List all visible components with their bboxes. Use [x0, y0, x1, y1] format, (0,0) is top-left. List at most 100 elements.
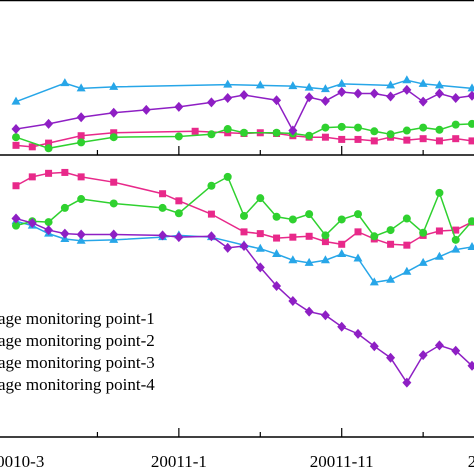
lower-series-2-point — [240, 228, 248, 236]
lower-series-2-point — [61, 168, 69, 176]
upper-series-1-point — [109, 81, 119, 90]
upper-series-3 — [12, 119, 474, 153]
upper-series-2-point — [468, 137, 474, 145]
lower-series-3-point — [435, 188, 444, 197]
upper-series-3-point — [207, 130, 216, 139]
lower-series-3-point — [109, 199, 118, 208]
upper-series-2-point — [403, 136, 411, 144]
upper-series-1-point — [304, 82, 314, 91]
lower-series-3-point — [12, 221, 20, 230]
upper-series-3-point — [174, 132, 183, 141]
lower-series-3-point — [402, 214, 411, 223]
upper-series-1-point — [255, 80, 265, 89]
upper-series-1-point — [386, 80, 396, 89]
upper-series-3-point — [435, 125, 444, 134]
upper-series-4-point — [223, 92, 233, 103]
lower-series-3-point — [386, 226, 395, 235]
upper-series-3-point — [240, 128, 248, 137]
upper-series-4-point — [206, 97, 216, 108]
lower-series-2-point — [207, 210, 215, 218]
lower-series-4-point — [60, 228, 70, 239]
upper-series-1-point — [11, 96, 21, 105]
lower-panel-plot — [11, 168, 474, 388]
lower-series-2-point — [159, 190, 167, 198]
lower-series-2-point — [45, 169, 53, 177]
lower-series-3-point — [419, 228, 428, 237]
upper-series-1-point — [288, 81, 298, 90]
lower-series-3-point — [337, 215, 346, 224]
lower-series-4-point — [320, 310, 330, 321]
lower-series-4-point — [451, 345, 461, 356]
lower-series-1-point — [353, 253, 363, 262]
lower-series-3-point — [272, 212, 281, 221]
upper-series-3-point — [77, 138, 86, 147]
upper-series-3-point — [402, 126, 411, 135]
lower-series-1-point — [320, 255, 330, 264]
upper-series-2-point — [191, 127, 199, 135]
lower-series-2-point — [77, 173, 85, 181]
lower-series-4-point — [174, 232, 184, 243]
lower-series-4-point — [337, 321, 347, 332]
upper-series-1-point — [76, 83, 86, 92]
lower-series-2-point — [305, 232, 313, 240]
lower-series-3-point — [451, 235, 460, 244]
lower-series-1-point — [272, 249, 282, 258]
upper-series-3-point — [337, 122, 346, 131]
upper-series-3-point — [468, 119, 474, 128]
upper-series-4-point — [239, 90, 249, 101]
upper-series-3-point — [321, 123, 330, 132]
lower-series-4-point — [418, 350, 428, 361]
upper-series-3-point — [451, 120, 460, 129]
lower-series-4-point — [353, 328, 363, 339]
lower-series-2-point — [273, 234, 281, 242]
upper-series-4-point — [434, 88, 444, 99]
x-tick-label: 20011-11 — [310, 452, 374, 471]
upper-series-4-point — [386, 91, 396, 102]
lower-series-3-point — [207, 181, 216, 190]
upper-series-3-point — [12, 133, 20, 142]
upper-series-4-point — [109, 107, 119, 118]
lower-series-1-point — [402, 266, 412, 275]
lower-series-1-point — [255, 243, 265, 252]
upper-series-1-point — [467, 83, 474, 92]
lower-series-2-point — [256, 230, 264, 238]
lower-series-4-point — [27, 217, 37, 228]
upper-series-1-point — [418, 78, 428, 87]
x-tick-label: 20010-3 — [0, 452, 44, 471]
lower-series-3-point — [305, 210, 314, 219]
upper-series-4-point — [141, 104, 151, 115]
lower-series-2-point — [289, 233, 297, 241]
lower-series-2-point — [338, 240, 346, 248]
upper-series-2-point — [452, 135, 460, 143]
upper-series-2-point — [28, 143, 36, 151]
lower-series-1-point — [386, 274, 396, 283]
chart-axes — [0, 0, 474, 438]
lower-series-4-point — [11, 213, 21, 224]
legend-entry-4: age monitoring point-4 — [0, 375, 155, 394]
upper-series-3-point — [109, 133, 118, 142]
lower-series-2-point — [403, 241, 411, 249]
upper-series-4-point — [467, 90, 474, 101]
lower-series-4-point — [109, 229, 119, 240]
upper-series-3-point — [386, 130, 395, 139]
lower-series-4-point — [434, 340, 444, 351]
lower-series-4-point — [467, 360, 474, 371]
lower-series-3-point — [321, 231, 330, 240]
lower-series-1-point — [451, 244, 461, 253]
upper-series-4-point — [272, 95, 282, 106]
upper-series-3-point — [44, 144, 53, 153]
legend-entry-3: age monitoring point-3 — [0, 353, 155, 372]
upper-series-4-line — [15, 88, 473, 133]
upper-series-2-line — [15, 130, 473, 148]
lower-series-2-point — [175, 197, 183, 205]
legend-entry-2: age monitoring point-2 — [0, 331, 155, 350]
upper-series-3-point — [223, 125, 232, 134]
legend-entry-1: age monitoring point-1 — [0, 309, 155, 328]
lower-series-1-point — [76, 235, 86, 244]
upper-series-1-point — [320, 84, 330, 93]
lower-series-1-point — [304, 257, 314, 266]
upper-series-4-point — [418, 96, 428, 107]
lower-series-1-point — [369, 277, 379, 286]
lower-series-4-point — [76, 229, 86, 240]
lower-series-3-point — [354, 210, 362, 219]
